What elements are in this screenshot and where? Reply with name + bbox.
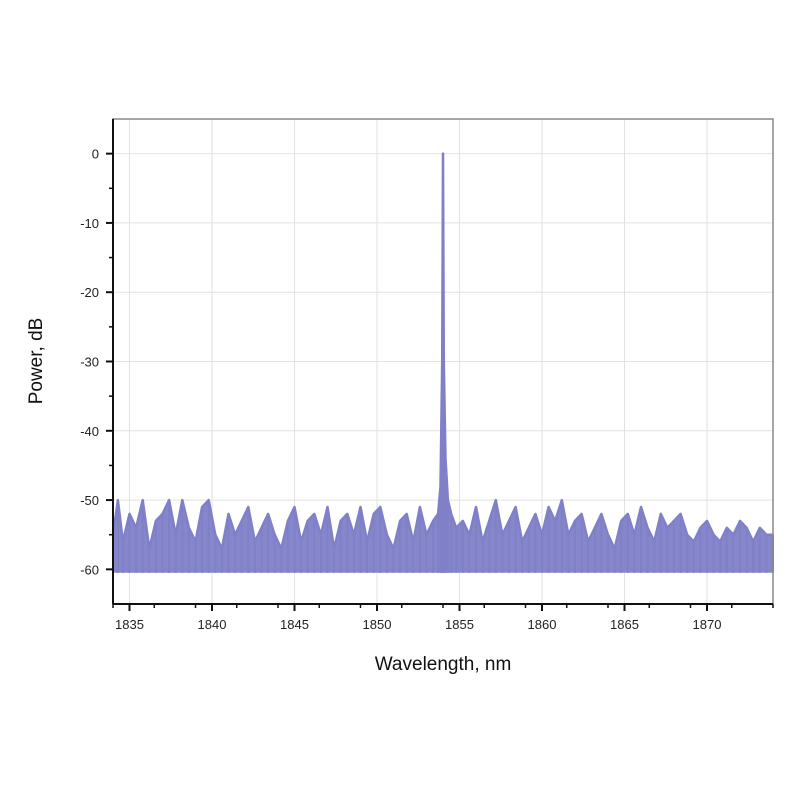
series-line xyxy=(111,152,773,550)
y-tick-label: -40 xyxy=(80,424,99,439)
y-tick-label: -20 xyxy=(80,285,99,300)
x-axis-title: Wavelength, nm xyxy=(375,654,512,675)
y-tick-label: -10 xyxy=(80,216,99,231)
x-tick-label: 1870 xyxy=(693,617,722,632)
series-layer xyxy=(111,152,774,573)
y-axis-title: Power, dB xyxy=(26,318,47,405)
y-tick-label: -30 xyxy=(80,355,99,370)
y-tick-label: -50 xyxy=(80,493,99,508)
tick-labels: 1835 1840 1845 1850 1855 1860 1865 1870 0 -10 -20 -… xyxy=(80,147,721,632)
y-tick-label: -60 xyxy=(80,562,99,577)
x-tick-label: 1855 xyxy=(445,617,474,632)
x-tick-label: 1865 xyxy=(610,617,639,632)
x-tick-label: 1850 xyxy=(363,617,392,632)
x-tick-label: 1835 xyxy=(115,617,144,632)
y-tick-label: 0 xyxy=(92,147,99,162)
axis-ticks xyxy=(106,152,774,611)
x-tick-label: 1860 xyxy=(528,617,557,632)
x-tick-label: 1840 xyxy=(198,617,227,632)
x-tick-label: 1845 xyxy=(280,617,309,632)
